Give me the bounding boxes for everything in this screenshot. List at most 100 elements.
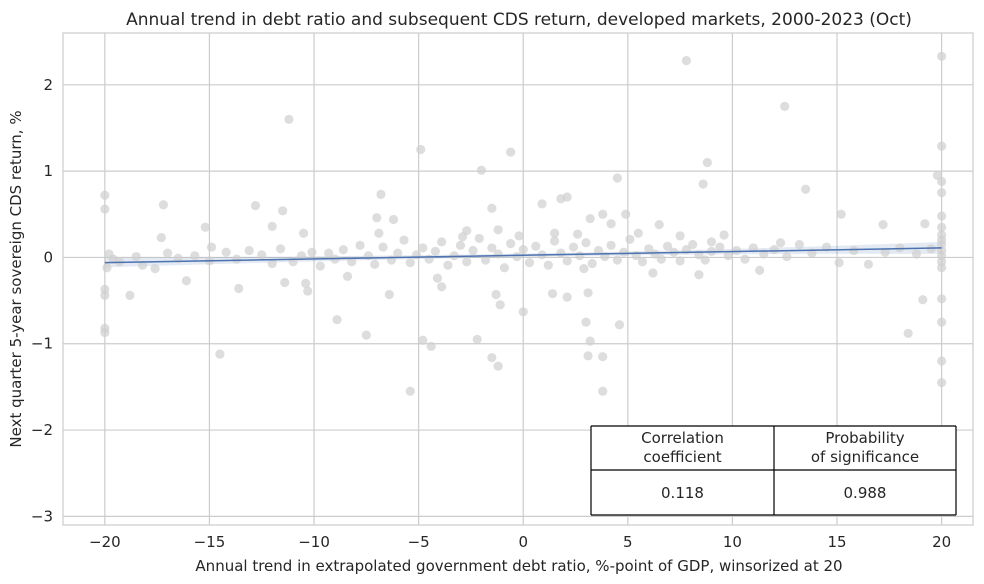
data-point — [937, 141, 947, 151]
plot-frame — [62, 32, 974, 526]
table-header-text: of significance — [811, 448, 919, 466]
x-tick-label: 15 — [827, 533, 846, 551]
data-point — [100, 204, 110, 214]
data-point — [347, 257, 357, 267]
data-point — [700, 255, 710, 265]
data-point — [531, 241, 541, 251]
data-point — [836, 209, 846, 219]
table-header-text: Correlation — [641, 429, 724, 447]
data-point — [782, 251, 792, 262]
data-point — [543, 260, 553, 270]
data-point — [307, 247, 317, 257]
data-point — [181, 276, 192, 286]
data-point — [267, 258, 277, 269]
data-point — [426, 341, 436, 351]
data-point — [355, 240, 365, 250]
data-point — [834, 258, 844, 268]
data-point — [621, 209, 631, 219]
data-point — [301, 278, 311, 288]
data-point — [748, 243, 758, 253]
data-point — [361, 330, 371, 340]
data-point — [598, 352, 608, 362]
data-point — [512, 251, 522, 262]
data-point — [598, 386, 608, 396]
data-point — [474, 233, 484, 244]
data-point — [568, 242, 579, 252]
data-point — [581, 317, 591, 327]
table-header-text: coefficient — [643, 448, 721, 466]
data-point — [200, 222, 210, 232]
data-point — [506, 147, 516, 157]
data-point — [573, 229, 583, 239]
data-point — [732, 245, 742, 256]
data-point — [581, 238, 591, 248]
data-point — [911, 249, 922, 259]
data-point — [278, 206, 288, 216]
data-point — [493, 225, 503, 235]
data-point — [405, 386, 415, 396]
data-point — [585, 336, 595, 346]
data-point — [937, 356, 947, 366]
data-point — [495, 300, 505, 310]
data-point — [234, 283, 244, 294]
data-point — [257, 250, 267, 260]
data-point — [298, 228, 309, 238]
data-point — [393, 248, 403, 258]
data-point — [556, 194, 566, 204]
data-point — [550, 228, 560, 238]
data-point — [637, 257, 648, 267]
data-point — [405, 258, 415, 268]
data-point — [376, 189, 386, 200]
data-point — [937, 176, 947, 187]
data-point — [937, 222, 947, 232]
data-point — [706, 237, 717, 247]
data-point — [430, 246, 440, 256]
data-point — [487, 203, 497, 213]
table-value-text: 0.118 — [661, 484, 704, 502]
table-value-text: 0.988 — [844, 484, 887, 502]
data-point — [579, 264, 589, 274]
data-point — [232, 254, 242, 264]
data-point — [681, 56, 692, 66]
data-point — [374, 228, 384, 238]
y-axis-label: Next quarter 5-year sovereign CDS return… — [7, 110, 25, 447]
x-tick-label: 0 — [518, 533, 528, 551]
data-point — [100, 190, 110, 200]
data-point — [550, 236, 560, 246]
data-point — [514, 231, 524, 241]
y-tick-label: −2 — [31, 421, 53, 439]
data-point — [372, 213, 382, 223]
data-point — [702, 157, 712, 168]
data-point — [215, 349, 225, 359]
data-point — [654, 220, 664, 230]
data-point — [280, 277, 290, 288]
regression-line — [104, 247, 942, 264]
data-point — [296, 251, 307, 261]
data-point — [587, 258, 597, 269]
data-point — [443, 260, 453, 270]
data-point — [315, 261, 325, 271]
data-point — [537, 199, 547, 209]
data-point — [487, 243, 497, 253]
table-header-text: Probability — [825, 429, 904, 447]
data-point — [598, 209, 608, 219]
data-point — [455, 240, 466, 250]
data-point — [880, 247, 890, 257]
data-point — [920, 219, 930, 229]
data-point — [675, 256, 685, 266]
data-point — [324, 248, 334, 258]
data-point — [524, 258, 535, 268]
data-point — [583, 351, 593, 361]
data-point — [769, 245, 779, 255]
data-point — [457, 232, 468, 242]
x-tick-label: −5 — [408, 533, 430, 551]
data-point — [462, 257, 472, 267]
data-point — [780, 101, 790, 111]
data-point — [937, 51, 947, 61]
data-point — [715, 242, 725, 252]
y-tick-label: −3 — [31, 507, 53, 525]
data-point — [150, 264, 160, 274]
data-point — [424, 254, 434, 264]
